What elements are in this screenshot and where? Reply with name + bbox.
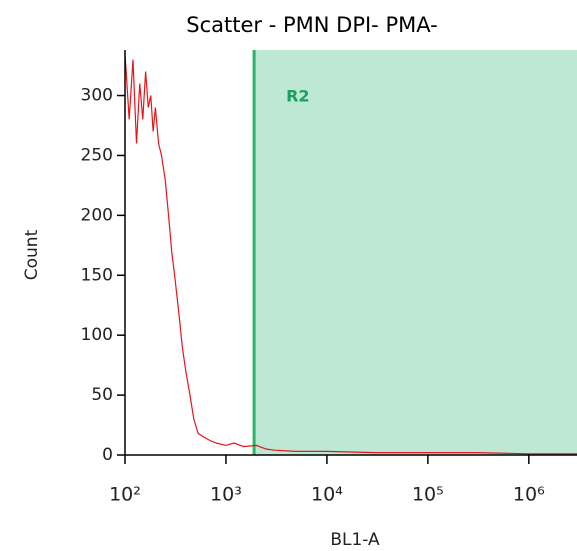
x-axis-label: BL1-A [330, 530, 380, 550]
y-tick-label: 100 [81, 325, 113, 345]
x-tick-label: 10⁶ [513, 484, 545, 506]
y-tick-label: 250 [81, 145, 113, 165]
y-tick-label: 300 [81, 86, 113, 106]
y-tick-label: 50 [91, 385, 113, 405]
data-line [125, 53, 577, 455]
y-tick-label: 200 [81, 205, 113, 225]
chart-title: Scatter - PMN DPI- PMA- [186, 13, 437, 37]
x-tick-label: 10⁵ [412, 484, 444, 506]
y-tick-label: 0 [102, 445, 113, 465]
y-axis-label: Count [22, 229, 42, 280]
gate-region [254, 50, 577, 455]
gate-label: R2 [286, 87, 309, 106]
x-tick-label: 10² [109, 484, 141, 506]
y-tick-label: 150 [81, 265, 113, 285]
x-tick-label: 10³ [210, 484, 242, 506]
x-tick-label: 10⁴ [311, 484, 343, 506]
